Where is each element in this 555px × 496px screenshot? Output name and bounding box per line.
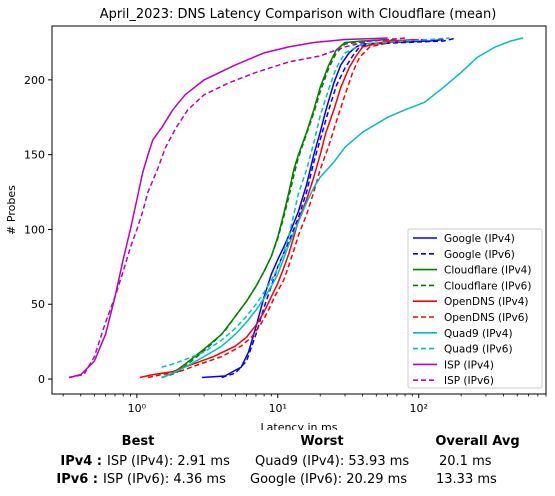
summary-row-ipv4: IPv4 : ISP (IPv4): 2.91 ms Quad9 (IPv4):… <box>0 454 555 472</box>
legend-label: OpenDNS (IPv6) <box>444 312 529 324</box>
y-tick-label: 200 <box>24 74 45 87</box>
avg-value: 20.1 ms <box>439 454 492 469</box>
y-axis-label: # Probes <box>5 185 18 235</box>
legend-label: ISP (IPv4) <box>444 359 494 371</box>
series-line <box>139 38 419 379</box>
legend-label: Quad9 (IPv6) <box>444 344 513 356</box>
row-label: IPv4 : <box>60 454 102 469</box>
plot-frame <box>51 25 547 395</box>
best-value: ISP (IPv6): 4.36 ms <box>103 472 226 487</box>
legend-label: Cloudflare (IPv4) <box>444 265 531 277</box>
y-tick-label: 50 <box>31 298 45 311</box>
series-line <box>161 37 450 368</box>
y-axis: 0 50 100 150 200 <box>24 74 52 386</box>
y-tick-label: 0 <box>38 373 45 386</box>
row-label: IPv6 : <box>56 472 98 487</box>
legend-label: OpenDNS (IPv4) <box>444 296 529 308</box>
worst-value: Quad9 (IPv4): 53.93 ms <box>255 454 410 469</box>
series-line <box>161 38 388 379</box>
y-tick-label: 100 <box>24 223 45 236</box>
series-line <box>68 37 406 379</box>
x-tick-label: 10¹ <box>269 402 287 415</box>
x-axis-label: Latency in ms <box>261 421 338 430</box>
worst-value: Google (IPv6): 20.29 ms <box>250 472 408 487</box>
chart-title: April_2023: DNS Latency Comparison with … <box>100 7 497 22</box>
best-header: Best <box>121 434 155 449</box>
series-line <box>221 37 457 379</box>
series-line <box>161 38 397 379</box>
legend-label: ISP (IPv6) <box>444 375 494 387</box>
legend-label: Google (IPv4) <box>444 233 515 245</box>
summary-table: Best Worst Overall Avg IPv4 : ISP (IPv4)… <box>0 430 555 496</box>
series-lines <box>68 37 524 379</box>
y-tick-label: 150 <box>24 149 45 162</box>
legend-label: Quad9 (IPv4) <box>444 328 513 340</box>
series-line <box>147 38 425 379</box>
legend: Google (IPv4) Google (IPv6) Cloudflare (IP… <box>407 228 543 389</box>
avg-header: Overall Avg <box>435 434 520 449</box>
x-axis: 10⁰ 10¹ 10² <box>62 394 547 415</box>
legend-label: Cloudflare (IPv6) <box>444 280 531 292</box>
avg-value: 13.33 ms <box>436 472 497 487</box>
worst-header: Worst <box>300 434 344 449</box>
legend-label: Google (IPv6) <box>444 249 515 261</box>
series-line <box>68 37 388 379</box>
legend-box <box>407 228 543 389</box>
best-value: ISP (IPv4): 2.91 ms <box>107 454 230 469</box>
series-line <box>201 38 444 379</box>
x-tick-label: 10² <box>410 402 428 415</box>
series-line <box>161 37 524 379</box>
x-tick-label: 10⁰ <box>128 402 147 415</box>
latency-chart: April_2023: DNS Latency Comparison with … <box>5 7 547 430</box>
summary-row-ipv6: IPv6 : ISP (IPv6): 4.36 ms Google (IPv6)… <box>0 472 555 490</box>
